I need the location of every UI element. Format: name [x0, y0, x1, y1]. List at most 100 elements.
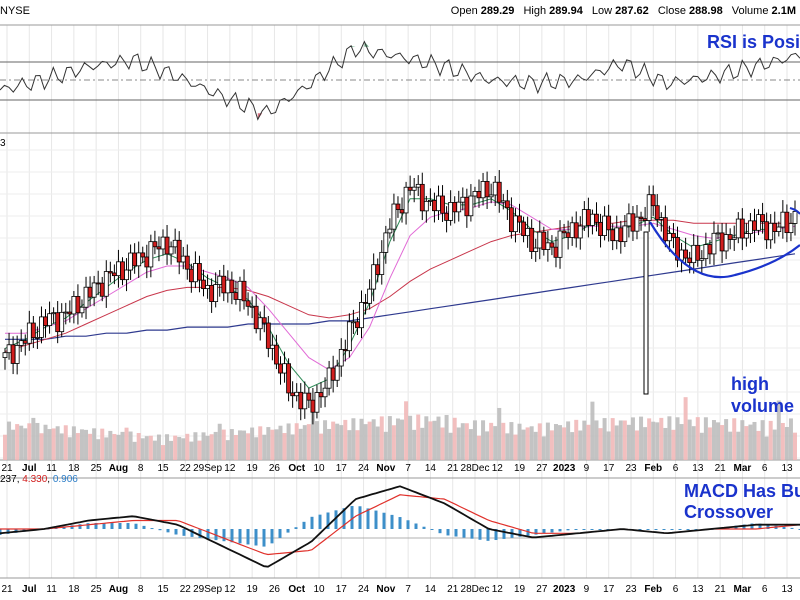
x-tick-label-bottom: 12	[492, 584, 504, 595]
candle-body	[395, 203, 401, 210]
candle-body	[39, 316, 44, 338]
candle-body	[436, 195, 441, 212]
x-tick-label: 8	[138, 463, 144, 474]
x-tick-label: 24	[358, 463, 370, 474]
candle-body	[711, 232, 717, 255]
candle-body	[585, 209, 591, 226]
volume-bar	[780, 422, 785, 460]
volume-bar	[537, 423, 542, 460]
candle-body	[581, 209, 587, 227]
volume-bar	[229, 429, 234, 460]
volume-bar	[75, 433, 80, 460]
volume-bar	[314, 421, 319, 460]
candle-body	[168, 246, 174, 255]
x-tick-label-bottom: 6	[762, 584, 768, 595]
x-tick-label-bottom: 18	[68, 584, 80, 595]
candle-body	[464, 196, 470, 217]
macd-hist-bar	[150, 528, 154, 530]
candle-body	[683, 249, 689, 259]
candle-body	[667, 233, 672, 242]
volume-value: 2.1M	[771, 5, 796, 17]
candle-body	[444, 212, 449, 221]
macd-hist-bar	[198, 529, 202, 538]
macd-line	[0, 485, 800, 568]
x-tick-label: 21	[447, 463, 459, 474]
macd-hist-bar	[6, 529, 10, 534]
candle-body	[363, 302, 368, 304]
macd-hist-bar	[542, 529, 546, 534]
volume-bar	[11, 429, 16, 460]
volume-bar	[27, 423, 32, 460]
volume-bar	[744, 426, 749, 460]
volume-bar	[43, 424, 48, 460]
candle-body	[387, 228, 393, 234]
volume-bar	[699, 432, 704, 460]
candle-body	[598, 221, 603, 236]
candle-body	[55, 312, 61, 333]
macd-hist-bar	[126, 523, 130, 529]
x-tick-label-bottom: 17	[603, 584, 615, 595]
macd-hist-bar	[694, 529, 698, 530]
x-tick-label-bottom: 6	[673, 584, 679, 595]
macd-hist-bar	[222, 529, 226, 542]
macd-hist-bar	[766, 524, 770, 529]
candle-body	[282, 363, 287, 374]
candle-body	[322, 387, 328, 398]
volume-bar	[379, 416, 384, 460]
volume-bar	[19, 425, 24, 460]
macd-legend-c: 0.906	[52, 474, 78, 485]
x-tick-label-bottom: 17	[336, 584, 348, 595]
candle-body	[792, 211, 798, 224]
high-value: 289.94	[549, 5, 583, 17]
volume-bar	[440, 427, 445, 460]
x-tick-label: 29Sep	[193, 463, 222, 474]
candle-body	[213, 284, 219, 303]
volume-bar	[626, 424, 631, 460]
volume-bar	[477, 435, 481, 460]
candle-body	[63, 311, 69, 314]
volume-bar	[416, 414, 421, 460]
macd-hist-bar	[414, 523, 418, 529]
candle-body	[310, 399, 316, 413]
candle-body	[756, 214, 761, 231]
candle-body	[529, 227, 535, 252]
candle-body	[618, 227, 624, 243]
volume-bar	[663, 427, 668, 460]
volume-bar	[221, 429, 226, 460]
candle-body	[6, 344, 12, 354]
volume-bar	[622, 420, 627, 460]
candle-body	[776, 226, 782, 232]
x-tick-label-bottom: Oct	[288, 584, 305, 595]
x-tick-label: 11	[46, 463, 57, 474]
macd-hist-bar	[502, 529, 506, 539]
candle-body	[152, 241, 158, 248]
volume-bar	[294, 423, 299, 460]
volume-annotation-line2: volume	[731, 396, 795, 416]
candle-body	[107, 271, 113, 274]
cup-annotation-curve	[649, 221, 800, 279]
cup-annotation-arrow	[789, 207, 800, 215]
macd-hist-bar	[342, 508, 346, 529]
volume-bar	[120, 431, 125, 460]
candle-body	[662, 217, 668, 242]
candle-body	[172, 239, 178, 248]
candle-body	[517, 215, 522, 223]
x-tick-label: Mar	[734, 463, 752, 474]
volume-bar	[246, 433, 251, 460]
candle-body	[120, 261, 125, 281]
candle-body	[764, 221, 770, 241]
candle-body	[95, 282, 101, 285]
volume-bar	[545, 422, 550, 460]
volume-bar	[55, 426, 60, 460]
candle-body	[338, 349, 344, 367]
candle-body	[743, 233, 749, 239]
x-tick-label: 13	[781, 463, 793, 474]
candle-body	[513, 215, 518, 233]
macd-hist-bar	[374, 510, 378, 529]
open-label: Open	[450, 5, 478, 17]
candle-body	[278, 363, 283, 374]
macd-hist-bar	[142, 525, 146, 529]
macd-hist-bar	[174, 529, 178, 535]
x-tick-label-bottom: 26	[269, 584, 281, 595]
candle-body	[537, 231, 543, 249]
